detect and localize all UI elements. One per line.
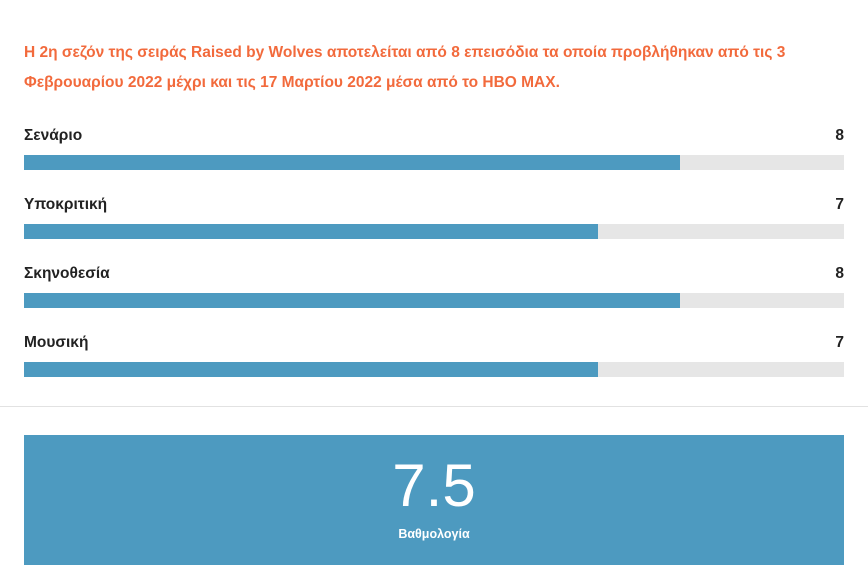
rating-criterion-screenplay: Σενάριο 8 xyxy=(24,124,844,193)
rating-bar-fill xyxy=(24,362,598,377)
criterion-score: 7 xyxy=(835,196,844,213)
rating-bar-track xyxy=(24,293,844,308)
rating-criteria: Σενάριο 8 Υποκριτική 7 Σκηνοθεσία 8 xyxy=(24,124,844,400)
criterion-score: 7 xyxy=(835,334,844,351)
review-summary: Η 2η σεζόν της σειράς Raised by Wolves α… xyxy=(24,44,786,91)
rating-bar-fill xyxy=(24,155,680,170)
criterion-label: Μουσική xyxy=(24,334,89,351)
criterion-label: Σενάριο xyxy=(24,127,83,144)
rating-bar-fill xyxy=(24,224,598,239)
overall-score-label: Βαθμολογία xyxy=(398,527,470,541)
criterion-header: Υποκριτική 7 xyxy=(24,193,844,225)
rating-bar-track xyxy=(24,224,844,239)
rating-criterion-music: Μουσική 7 xyxy=(24,331,844,400)
overall-score: 7.5 xyxy=(392,452,476,519)
criterion-label: Υποκριτική xyxy=(24,196,108,213)
section-divider xyxy=(0,406,868,407)
criterion-header: Μουσική 7 xyxy=(24,331,844,363)
criterion-header: Σενάριο 8 xyxy=(24,124,844,156)
criterion-score: 8 xyxy=(835,265,844,282)
rating-criterion-direction: Σκηνοθεσία 8 xyxy=(24,262,844,331)
criterion-header: Σκηνοθεσία 8 xyxy=(24,262,844,294)
rating-criterion-acting: Υποκριτική 7 xyxy=(24,193,844,262)
rating-bar-fill xyxy=(24,293,680,308)
rating-bar-track xyxy=(24,155,844,170)
criterion-label: Σκηνοθεσία xyxy=(24,265,110,282)
overall-rating-panel: 7.5 Βαθμολογία xyxy=(24,435,844,565)
rating-bar-track xyxy=(24,362,844,377)
criterion-score: 8 xyxy=(835,127,844,144)
